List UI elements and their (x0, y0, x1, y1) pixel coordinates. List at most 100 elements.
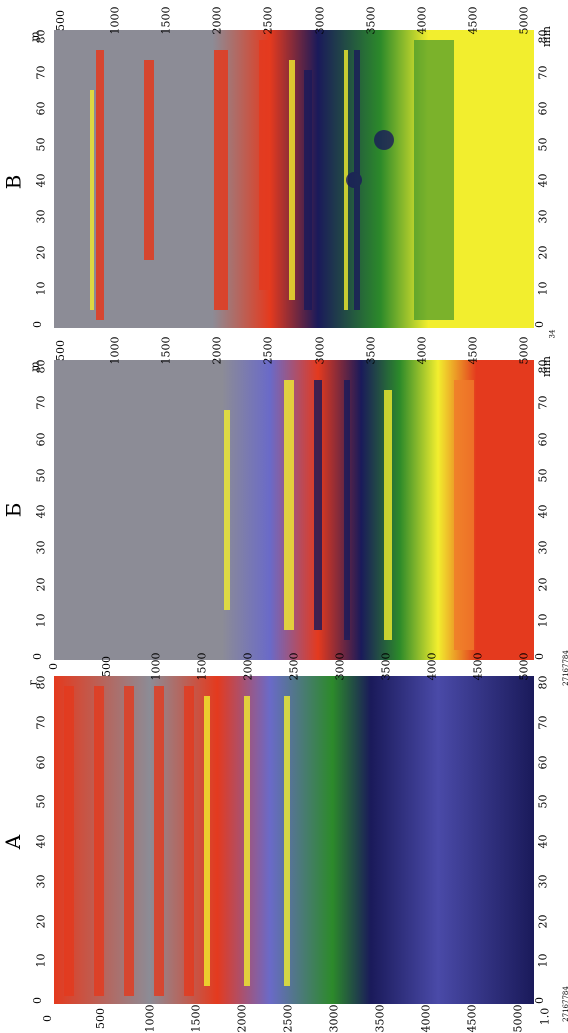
depth-tick-label: 3000 (333, 652, 347, 681)
depth-tick-label: 500 (54, 340, 67, 361)
depth-tick-label: 1000 (149, 652, 163, 681)
distance-tick-label: 30 (536, 209, 550, 224)
distance-tick-label: 10 (536, 953, 550, 968)
distance-tick-label: 50 (34, 137, 48, 152)
distance-tick-label: 80 (34, 675, 48, 690)
distance-tick-label: 50 (536, 794, 550, 809)
depth-tick-label: 3500 (379, 652, 393, 681)
distance-tick-label: 30 (34, 874, 48, 889)
distance-tick-label: 50 (536, 137, 550, 152)
distance-tick-label: 50 (34, 794, 48, 809)
depth-tick-label: 5000 (517, 336, 531, 365)
outer-depth-tick-label: 3500 (373, 1004, 387, 1033)
depth-tick-label: 2500 (261, 6, 275, 35)
depth-tick-label: 4000 (415, 6, 429, 35)
distance-tick-label: 40 (536, 504, 550, 519)
distance-tick-label: 70 (536, 395, 550, 410)
distance-tick-label: 10 (34, 281, 48, 296)
depth-tick-label: 1500 (159, 6, 173, 35)
outer-depth-tick-label: 4500 (465, 1004, 479, 1033)
depth-tick-label: 2000 (241, 652, 255, 681)
distance-tick-label: 20 (34, 245, 48, 260)
depth-tick-label: 4500 (466, 336, 480, 365)
panel-a-image (54, 676, 534, 1004)
distance-tick-label: 60 (536, 432, 550, 446)
panel-label-v: В (1, 174, 26, 190)
distance-tick-label: 70 (34, 715, 48, 730)
distance-tick-label: 30 (34, 209, 48, 224)
depth-tick-label: 3500 (364, 336, 378, 365)
distance-tick-label: 10 (34, 953, 48, 968)
distance-tick-label: 0 (533, 321, 546, 328)
outer-depth-tick-label: 2500 (281, 1004, 295, 1033)
depth-tick-label: 2000 (210, 336, 224, 365)
depth-tick-label: 500 (54, 10, 67, 31)
distance-tick-label: 20 (536, 245, 550, 260)
distance-tick-label: 40 (34, 504, 48, 519)
panel-b-code: 27167784 (561, 650, 568, 686)
distance-tick-label: 80 (536, 29, 550, 44)
depth-tick-label: 1500 (195, 652, 209, 681)
depth-tick-label: 2000 (210, 6, 224, 35)
distance-tick-label: 50 (34, 468, 48, 483)
distance-tick-label: 60 (34, 755, 48, 769)
distance-tick-label: 0 (31, 321, 44, 328)
depth-tick-label: 3000 (313, 336, 327, 365)
panel-b-image (54, 360, 534, 660)
distance-tick-label: 40 (34, 834, 48, 849)
distance-tick-label: 40 (536, 173, 550, 188)
distance-tick-label: 70 (536, 715, 550, 730)
distance-tick-label: 60 (536, 755, 550, 769)
distance-tick-label: 80 (34, 29, 48, 44)
depth-tick-label: 5000 (517, 6, 531, 35)
panel-label-a: A (1, 834, 26, 850)
distance-tick-label: 0 (533, 653, 546, 660)
panel-v-code: 34 (548, 329, 557, 339)
distance-tick-label: 70 (34, 395, 48, 410)
distance-tick-label: 0 (31, 653, 44, 660)
outer-depth-tick-label: 1500 (189, 1004, 203, 1033)
panel-v-image (54, 30, 534, 328)
depth-tick-label: 1000 (108, 336, 122, 365)
distance-tick-label: 70 (536, 65, 550, 80)
panel-v-streaks (96, 40, 269, 320)
distance-tick-label: 80 (536, 675, 550, 690)
outer-depth-tick-label: 1000 (143, 1004, 157, 1033)
depth-tick-label: 4000 (425, 652, 439, 681)
distance-tick-label: 20 (34, 914, 48, 928)
outer-depth-tick-label: 500 (94, 1008, 107, 1029)
depth-tick-label: 500 (100, 656, 113, 677)
distance-tick-label: 60 (34, 432, 48, 446)
depth-tick-label: 1500 (159, 336, 173, 365)
distance-tick-label: 0 (31, 997, 44, 1004)
distance-tick-label: 70 (34, 65, 48, 80)
depth-tick-label: 1000 (108, 6, 122, 35)
outer-depth-tick-label: 0 (41, 1015, 54, 1022)
distance-tick-label: 50 (536, 468, 550, 483)
distance-tick-label: 60 (34, 101, 48, 116)
panel-a-code: 27167784 (561, 986, 568, 1022)
panel-label-b: Б (1, 502, 26, 518)
outer-depth-tick-label: 4000 (419, 1004, 433, 1033)
distance-tick-label: 10 (34, 613, 48, 628)
depth-tick-label: 3500 (364, 6, 378, 35)
depth-tick-label: 0 (47, 663, 60, 670)
outer-depth-tick-label: 5000 (511, 1004, 525, 1033)
distance-tick-label: 40 (34, 173, 48, 188)
distance-tick-label: 0 (533, 997, 546, 1004)
distance-tick-label: 30 (34, 540, 48, 555)
depth-tick-label: 4500 (466, 6, 480, 35)
depth-tick-label: 4000 (415, 336, 429, 365)
distance-tick-label: 20 (536, 914, 550, 928)
distance-tick-label: 10 (536, 613, 550, 628)
depth-tick-label: 4500 (471, 652, 485, 681)
depth-tick-label: 3000 (313, 6, 327, 35)
distance-tick-label: 10 (536, 281, 550, 296)
depth-tick-label: 2500 (287, 652, 301, 681)
distance-tick-label: 20 (34, 577, 48, 591)
distance-tick-label: 30 (536, 874, 550, 889)
outer-depth-tick-label: 3000 (327, 1004, 341, 1033)
outer-depth-tick-label: 2000 (235, 1004, 249, 1033)
distance-tick-label: 80 (34, 359, 48, 374)
distance-tick-label: 40 (536, 834, 550, 849)
